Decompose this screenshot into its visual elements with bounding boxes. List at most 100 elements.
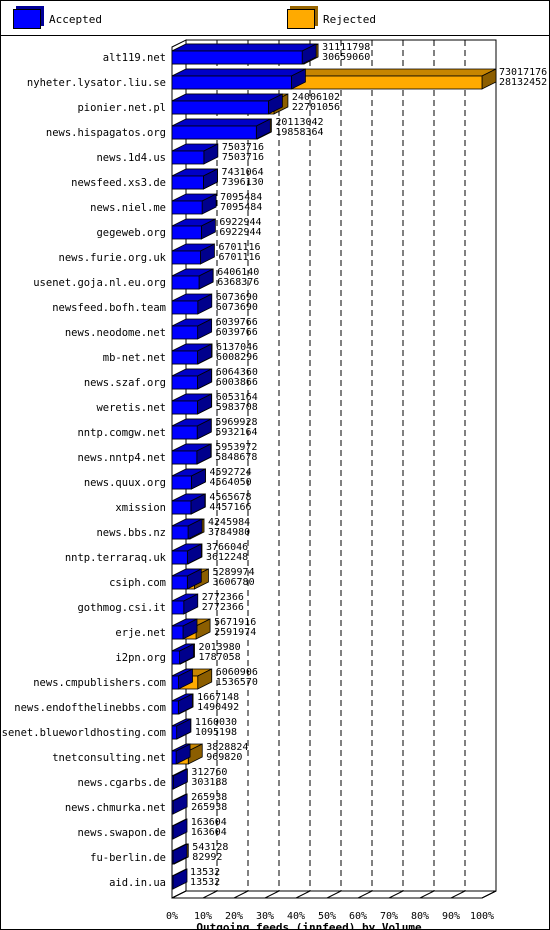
- bar-front-face: [171, 475, 192, 490]
- category-label: fu-berlin.de: [90, 852, 166, 864]
- value-label-rejected: 19858364: [275, 127, 323, 138]
- category-label: news.swapon.de: [77, 827, 166, 839]
- floor-tick: [450, 890, 466, 899]
- category-label: nntp.terraraq.uk: [65, 552, 167, 564]
- bar-front-face: [171, 175, 204, 190]
- value-label-accepted: 73017176: [499, 67, 547, 78]
- category-label: gothmog.csi.it: [77, 602, 166, 614]
- value-label-accepted: 4592724: [209, 467, 251, 478]
- floor-tick: [388, 890, 404, 899]
- category-label: tnetconsulting.net: [52, 752, 166, 764]
- value-label-accepted: 6137046: [216, 342, 258, 353]
- value-label-rejected: 4564050: [209, 477, 251, 488]
- value-label-rejected: 6922944: [219, 227, 261, 238]
- value-label-rejected: 3784980: [208, 527, 250, 538]
- category-label: news.furie.org.uk: [59, 252, 167, 264]
- bar-front-face: [171, 550, 188, 565]
- value-label-accepted: 6922944: [219, 217, 261, 228]
- value-label-rejected: 3606780: [212, 577, 254, 588]
- category-label: pionier.net.pl: [77, 102, 166, 114]
- bar-accepted: [171, 268, 214, 290]
- x-tick-label: 30%: [256, 911, 274, 922]
- value-label-accepted: 4245984: [208, 517, 250, 528]
- floor-tick: [419, 890, 435, 899]
- bar-top-face: [171, 43, 317, 52]
- value-label-accepted: 6073690: [216, 292, 258, 303]
- x-tick-label: 50%: [318, 911, 336, 922]
- value-label-accepted: 312760: [191, 767, 227, 778]
- bar-accepted: [171, 868, 188, 890]
- bar-accepted: [171, 718, 192, 740]
- bar-accepted: [171, 168, 218, 190]
- bar-front-face: [171, 775, 174, 790]
- bar-accepted: [171, 793, 188, 815]
- category-label: news.bbs.nz: [96, 527, 166, 539]
- value-label-accepted: 1667148: [197, 692, 239, 703]
- bar-front-face: [171, 275, 200, 290]
- category-label: news.cgarbs.de: [77, 777, 166, 789]
- bar-accepted: [171, 418, 212, 440]
- category-label: aid.in.ua: [109, 877, 166, 889]
- bar-front-face: [171, 350, 198, 365]
- value-label-accepted: 3766046: [206, 542, 248, 553]
- value-label-rejected: 82992: [192, 852, 222, 863]
- bar-accepted: [171, 643, 194, 665]
- bar-front-face: [171, 750, 177, 765]
- bar-front-face: [171, 575, 188, 590]
- value-label-accepted: 2772366: [202, 592, 244, 603]
- value-label-accepted: 5289974: [212, 567, 254, 578]
- bar-top-face: [171, 68, 306, 77]
- x-axis-label: Outgoing feeds (innfeed) by Volume: [196, 921, 422, 930]
- bar-front-face: [171, 50, 303, 65]
- x-tick-label: 10%: [194, 911, 212, 922]
- value-label-accepted: 24006102: [292, 92, 340, 103]
- bar-front-face: [171, 450, 198, 465]
- bar-accepted: [171, 693, 193, 715]
- value-label-accepted: 265938: [191, 792, 227, 803]
- category-label: gegeweb.org: [96, 227, 166, 239]
- bar-accepted: [171, 43, 317, 65]
- category-label: news.endofthelinebbs.com: [14, 702, 166, 714]
- value-label-accepted: 1160030: [195, 717, 237, 728]
- category-label: nyheter.lysator.liu.se: [27, 77, 166, 89]
- value-label-accepted: 6064360: [216, 367, 258, 378]
- category-label: nntp.comgw.net: [77, 427, 166, 439]
- value-label-accepted: 7503716: [222, 142, 264, 153]
- value-label-rejected: 265938: [191, 802, 227, 813]
- bar-accepted: [171, 68, 306, 90]
- bar-front-face: [171, 850, 174, 865]
- bar-accepted: [171, 243, 215, 265]
- bar-front-face: [171, 125, 257, 140]
- bar-accepted: [171, 193, 217, 215]
- value-label-accepted: 5969928: [215, 417, 257, 428]
- floor-tick: [357, 890, 373, 899]
- value-label-rejected: 6003866: [216, 377, 258, 388]
- value-label-rejected: 4457166: [209, 502, 251, 513]
- bar-front-face: [171, 700, 179, 715]
- value-label-accepted: 6053164: [216, 392, 258, 403]
- bar-front-face: [171, 75, 292, 90]
- category-label: weretis.net: [96, 402, 166, 414]
- value-label-rejected: 5932164: [215, 427, 257, 438]
- bar-front-face: [171, 800, 174, 815]
- value-label-accepted: 13532: [190, 867, 220, 878]
- x-tick-label: 40%: [287, 911, 305, 922]
- bar-accepted: [171, 518, 203, 540]
- legend-swatch-accepted: [13, 9, 41, 29]
- category-label: newsfeed.xs3.de: [71, 177, 166, 189]
- x-tick-label: 0%: [166, 911, 178, 922]
- bar-front-face: [171, 300, 199, 315]
- bar-accepted: [171, 343, 212, 365]
- bar-front-face: [171, 150, 205, 165]
- value-label-accepted: 163604: [191, 817, 227, 828]
- value-label-accepted: 2013980: [199, 642, 241, 653]
- value-label-accepted: 5671916: [214, 617, 256, 628]
- category-label: news.chmurka.net: [65, 802, 166, 814]
- bar-front-face: [171, 100, 269, 115]
- value-label-rejected: 28132452: [499, 77, 547, 88]
- bar-front-face: [171, 325, 199, 340]
- category-label: i2pn.org: [115, 652, 166, 664]
- value-label-accepted: 3828824: [206, 742, 248, 753]
- value-label-rejected: 5983708: [216, 402, 258, 413]
- category-label: xmission: [115, 502, 166, 514]
